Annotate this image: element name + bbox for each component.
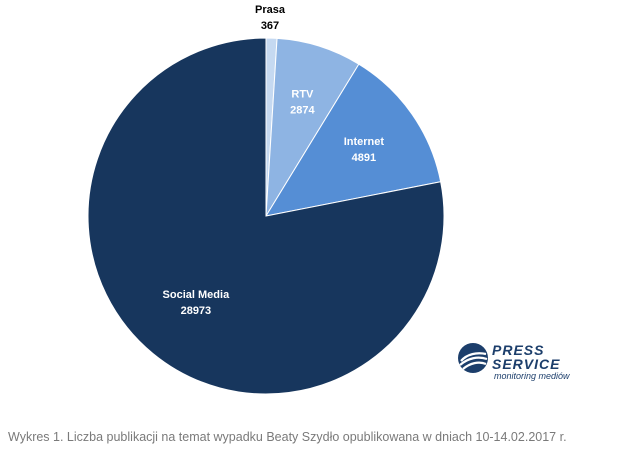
pie-slices <box>87 37 445 395</box>
slice-value-internet: 4891 <box>352 152 376 164</box>
slice-label-prasa: Prasa <box>255 4 286 16</box>
pie-chart: Prasa 367 RTV 2874 Internet 4891 Social Media 2… <box>87 4 445 395</box>
slice-label-rtv: RTV <box>291 89 314 101</box>
slice-label-internet: Internet <box>344 136 385 148</box>
logo-tagline: monitoring mediów <box>494 371 570 381</box>
press-service-logo-icon <box>458 343 488 373</box>
slice-internet <box>264 63 442 217</box>
logo-line-1: PRESS <box>492 342 545 358</box>
logo-line-2: SERVICE <box>492 356 561 372</box>
slice-label-social-media: Social Media <box>163 289 231 301</box>
press-service-logo: PRESS SERVICE monitoring mediów <box>457 340 587 382</box>
pie-labels: Prasa 367 RTV 2874 Internet 4891 Social Media 2… <box>163 4 385 317</box>
slice-value-social-media: 28973 <box>181 305 212 317</box>
chart-caption: Wykres 1. Liczba publikacji na temat wyp… <box>8 430 567 444</box>
slice-social-media <box>87 37 445 395</box>
slice-value-prasa: 367 <box>261 20 279 32</box>
slice-value-rtv: 2874 <box>290 105 315 117</box>
